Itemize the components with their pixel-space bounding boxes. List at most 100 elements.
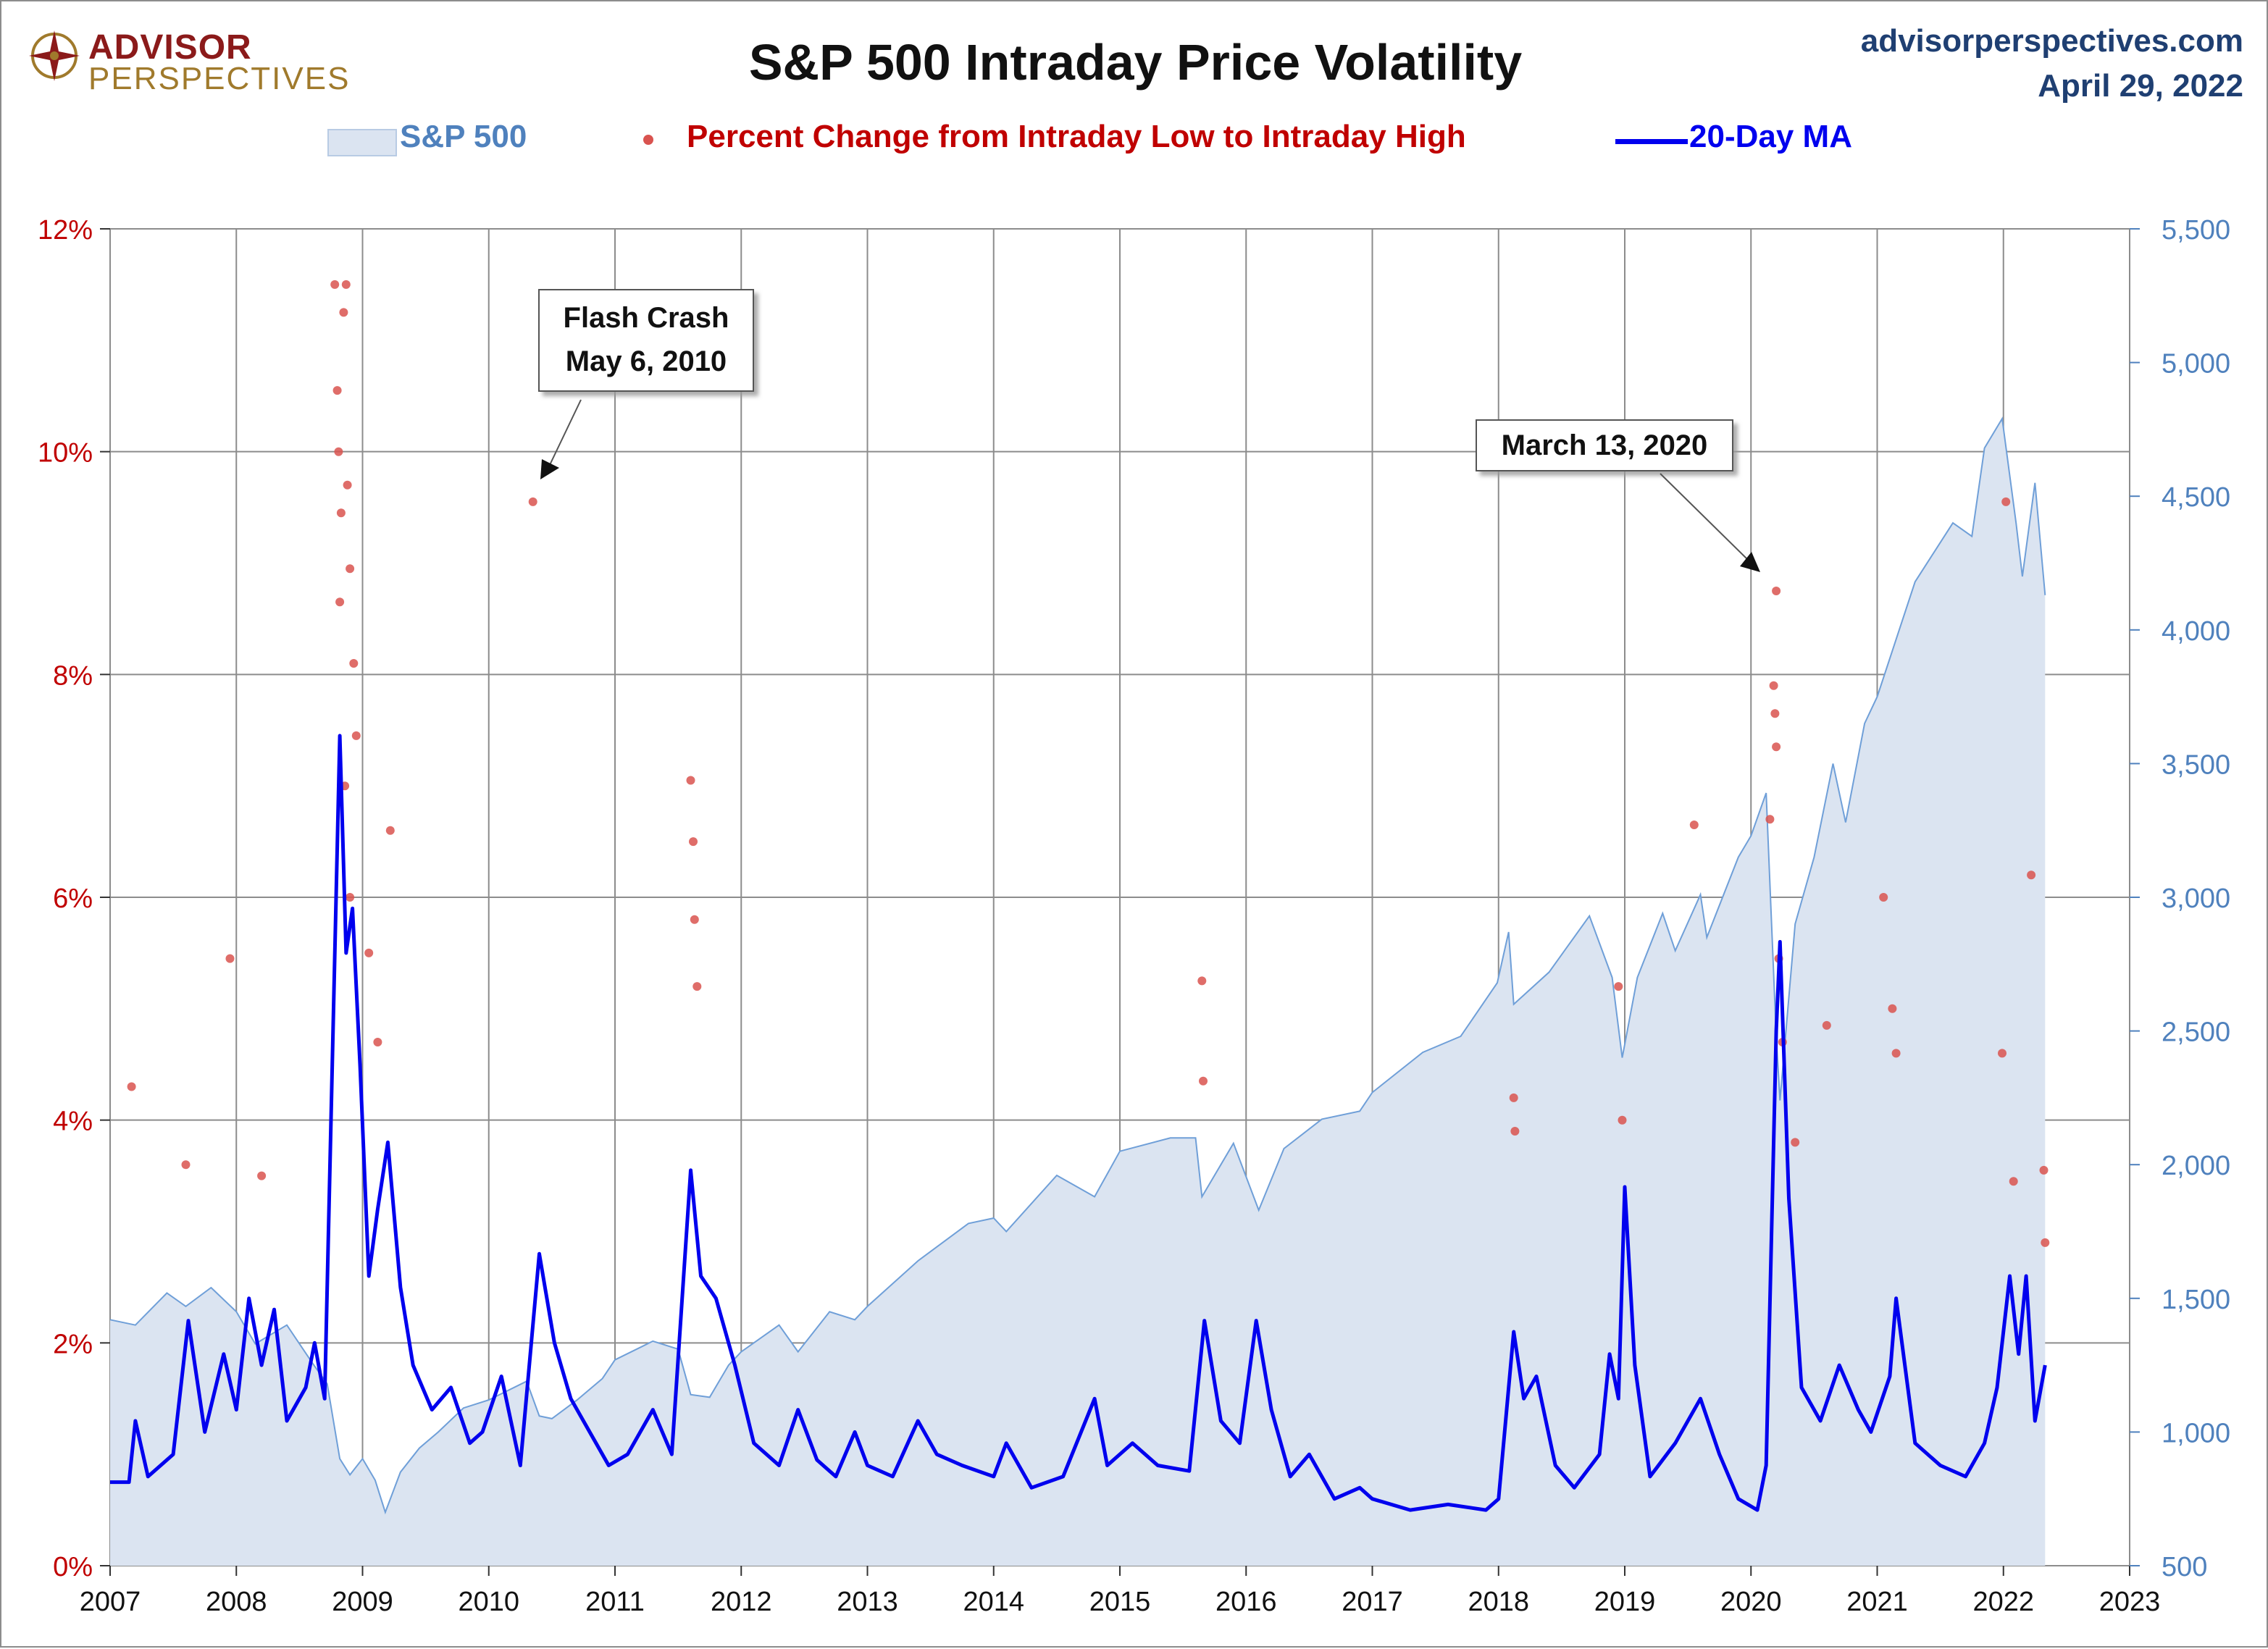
y-right-tick-label: 3,500 [2162,750,2230,780]
y-left-tick-label: 4% [53,1107,93,1137]
arrow-head-icon [1740,552,1760,572]
pct-change-dot [341,280,351,289]
pct-change-dot [2009,1177,2018,1186]
axes: 2007 2008 2009 2010 2011 2012 2013 2014 2015 2016… [38,215,2230,1617]
x-tick-label: 2013 [837,1587,898,1617]
y-right-tick-label: 1,000 [2162,1418,2230,1448]
pct-change-dot [1199,1076,1208,1086]
y-right-tick-label: 1,500 [2162,1285,2230,1315]
sp500-area [109,416,2046,1566]
annotation-flash-crash: Flash Crash May 6, 2010 [538,289,754,479]
y-right-tick-label: 2,500 [2162,1017,2230,1048]
pct-change-dot [1614,982,1623,991]
x-tick-label: 2017 [1342,1587,1403,1617]
pct-change-dot [364,948,374,957]
x-tick-label: 2021 [1846,1587,1908,1617]
pct-change-dot [1772,587,1781,595]
y-left-tick-label: 6% [53,884,93,914]
legend-swatch-area [327,129,397,156]
x-tick-label: 2010 [458,1587,519,1617]
annotation-flash-crash-line1: Flash Crash [564,302,729,334]
logo-text-advisor: ADVISOR [88,28,252,67]
pct-change-dot [1689,821,1699,829]
x-tick-label: 2014 [963,1587,1024,1617]
chart-date: April 29, 2022 [2038,68,2243,104]
pct-change-dot [689,837,698,847]
y-right-tick-label: 4,000 [2162,616,2230,647]
y-left-tick-label: 12% [38,215,93,246]
x-tick-label: 2009 [332,1587,393,1617]
source-block: advisorperspectives.com April 29, 2022 [1861,19,2243,109]
pct-change-dot [339,308,348,317]
pct-change-dot [181,1160,191,1170]
x-tick-label: 2018 [1468,1587,1529,1617]
y-left-tick-label: 10% [38,438,93,469]
legend-label-ma: 20-Day MA [1689,119,1852,154]
y-left-tick-label: 0% [53,1552,93,1582]
compass-rose-icon [29,30,80,81]
x-tick-label: 2015 [1089,1587,1151,1617]
ma-line [110,734,2047,1512]
advisor-perspectives-logo: ADVISOR PERSPECTIVES [23,19,348,98]
pct-change-dot [2027,870,2036,880]
x-tick-label: 2007 [80,1587,141,1617]
legend-label-sp500: S&P 500 [400,119,527,154]
x-tick-label: 2012 [711,1587,772,1617]
pct-change-dot [332,386,342,395]
legend-label-pct-change: Percent Change from Intraday Low to Intr… [687,119,1466,154]
pct-change-dot [1197,976,1207,986]
x-tick-label: 2016 [1215,1587,1277,1617]
y-right-tick-label: 5,000 [2162,349,2230,379]
pct-change-dot [1509,1093,1518,1102]
annotations: Flash Crash May 6, 2010 March 13, 2020 [538,289,1760,572]
y-right-tick-label: 500 [2162,1552,2207,1582]
pct-change-dot [334,447,343,456]
pct-change-dot [528,497,537,506]
source-site: advisorperspectives.com [1860,23,2243,59]
annotation-march-2020-line1: March 13, 2020 [1502,429,1708,461]
pct-change-dot [1822,1020,1831,1030]
y-right-tick-label: 4,500 [2162,482,2230,513]
legend-swatch-line [1615,139,1688,144]
pct-change-dot [127,1082,136,1091]
x-tick-label: 2019 [1594,1587,1656,1617]
y-left-tick-label: 2% [53,1329,93,1359]
pct-change-dot [373,1038,382,1046]
sp500-area-fill [110,419,2046,1566]
pct-change-dot [1770,709,1780,718]
pct-change-dot [1769,681,1778,690]
arrow-head-icon [540,459,559,479]
pct-change-dot [690,915,699,924]
pct-change-dot [2001,497,2011,506]
pct-change-dot [346,893,355,902]
sp500-line [109,416,2046,1515]
x-tick-label: 2023 [2099,1587,2161,1617]
pct-change-dot [1765,815,1775,824]
pct-change-dot [335,597,345,607]
pct-change-dot [1888,1004,1897,1013]
pct-change-dot [1998,1049,2007,1058]
annotation-march-2020: March 13, 2020 [1476,419,1760,572]
pct-change-dot [2039,1165,2049,1175]
pct-change-dot [225,954,235,963]
annotation-flash-crash-line2: May 6, 2010 [566,345,727,377]
pct-change-dot [1772,742,1781,752]
legend-swatch-dot [643,135,653,145]
pct-change-dot [686,776,695,785]
chart-title: S&P 500 Intraday Price Volatility [748,34,1523,91]
pct-change-dot [336,508,346,518]
ma-line-group [110,734,2047,1512]
pct-change-dot [1791,1138,1800,1147]
x-tick-label: 2020 [1720,1587,1782,1617]
logo-text-perspectives: PERSPECTIVES [88,61,351,96]
pct-change-dot [349,659,359,668]
pct-change-dot [330,280,340,289]
y-right-tick-label: 3,000 [2162,884,2230,914]
pct-change-dot [692,982,702,991]
pct-change-dot [1879,893,1888,902]
y-right-tick-label: 5,500 [2162,215,2230,246]
y-right-tick-label: 2,000 [2162,1151,2230,1181]
x-tick-label: 2008 [206,1587,267,1617]
